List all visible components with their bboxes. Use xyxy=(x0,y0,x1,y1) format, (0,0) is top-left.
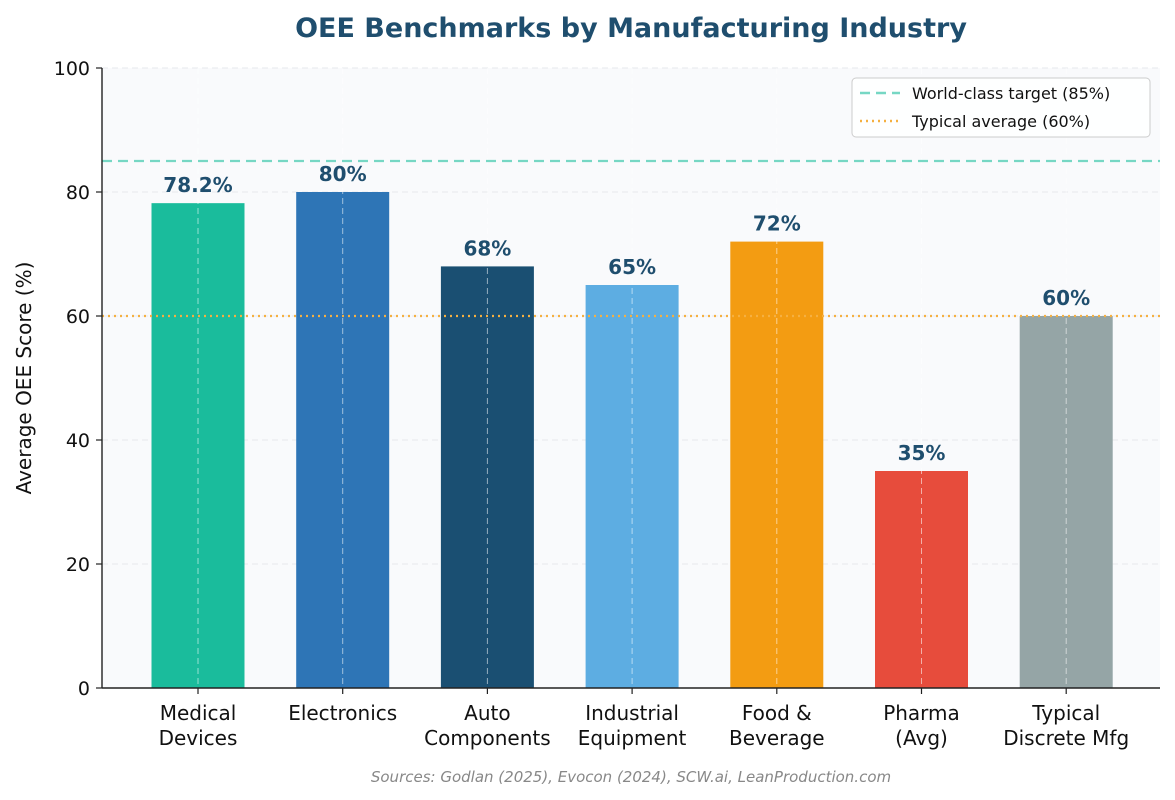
category-label-line: Medical xyxy=(160,701,237,725)
category-label-line: Devices xyxy=(159,726,238,750)
reference-lines xyxy=(102,159,1160,318)
bar-value-labels: 78.2% 80% 68% 65% 72% 35% 60% xyxy=(163,162,1090,465)
category-label: Medical Devices xyxy=(159,701,238,750)
y-tick-label: 0 xyxy=(78,678,90,700)
y-tick-label: 20 xyxy=(66,554,90,576)
y-tick-label: 80 xyxy=(66,182,90,204)
category-label: Food & Beverage xyxy=(729,701,825,750)
category-label-line: Electronics xyxy=(288,701,397,725)
tick-labels: 0 20 40 60 80 100 xyxy=(54,58,90,700)
source-note: Sources: Godlan (2025), Evocon (2024), S… xyxy=(371,768,891,786)
legend-label-average: Typical average (60%) xyxy=(911,112,1090,131)
y-tick-label: 40 xyxy=(66,430,90,452)
category-label: Auto Components xyxy=(424,701,551,750)
bar-value-label: 80% xyxy=(319,162,367,186)
category-label-line: Typical xyxy=(1031,701,1100,725)
category-label-line: Components xyxy=(424,726,551,750)
legend-label-target: World-class target (85%) xyxy=(912,84,1110,103)
category-label-line: (Avg) xyxy=(895,726,948,750)
category-label-line: Pharma xyxy=(883,701,960,725)
bar-value-label: 60% xyxy=(1042,286,1090,310)
bar-value-label: 68% xyxy=(463,236,511,260)
bar xyxy=(585,285,679,688)
category-label: Electronics xyxy=(288,701,397,725)
y-axis-label: Average OEE Score (%) xyxy=(12,262,36,495)
category-label: Typical Discrete Mfg xyxy=(1003,701,1129,750)
bar-value-label: 65% xyxy=(608,255,656,279)
category-label-line: Equipment xyxy=(578,726,687,750)
category-label-line: Auto xyxy=(464,701,510,725)
y-tick-label: 60 xyxy=(66,306,90,328)
bar-value-label: 78.2% xyxy=(163,173,232,197)
category-label-line: Beverage xyxy=(729,726,825,750)
category-labels: Medical Devices Electronics Auto Components I… xyxy=(159,701,1130,750)
bar xyxy=(440,266,534,688)
category-label-line: Discrete Mfg xyxy=(1003,726,1129,750)
legend: World-class target (85%) Typical average… xyxy=(851,77,1151,138)
category-label: Pharma (Avg) xyxy=(883,701,960,750)
axes xyxy=(96,67,1160,694)
legend-box xyxy=(851,77,1151,138)
bar xyxy=(151,203,245,688)
category-label: Industrial Equipment xyxy=(578,701,687,750)
vertical-grid xyxy=(197,68,1067,688)
category-label-line: Food & xyxy=(742,701,812,725)
bar-value-label: 72% xyxy=(753,212,801,236)
y-tick-label: 100 xyxy=(54,58,90,80)
bar-value-label: 35% xyxy=(898,441,946,465)
chart-title: OEE Benchmarks by Manufacturing Industry xyxy=(295,13,967,44)
category-label-line: Industrial xyxy=(585,701,679,725)
